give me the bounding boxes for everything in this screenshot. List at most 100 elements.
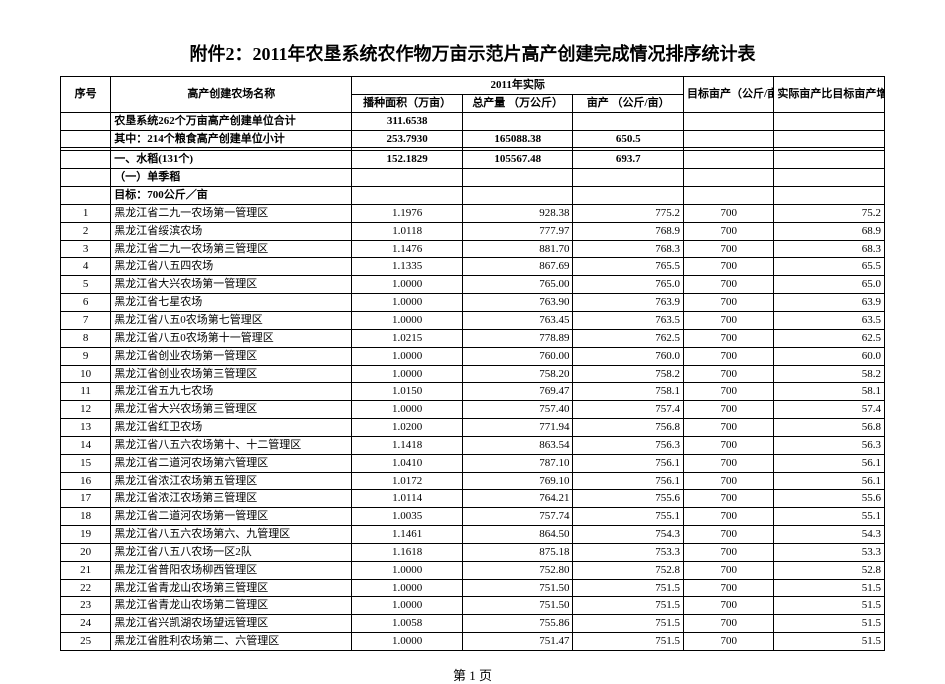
data-row: 9黑龙江省创业农场第一管理区1.0000760.00760.070060.0 — [61, 347, 885, 365]
cell-area: 1.0150 — [352, 383, 463, 401]
section-name: （一）单季稻 — [111, 169, 352, 187]
cell-name: 黑龙江省创业农场第三管理区 — [111, 365, 352, 383]
cell-total: 764.21 — [462, 490, 573, 508]
cell-area: 1.0058 — [352, 615, 463, 633]
cell-target: 700 — [683, 329, 773, 347]
cell-target: 700 — [683, 294, 773, 312]
cell-area: 1.0000 — [352, 347, 463, 365]
data-row: 18黑龙江省二道河农场第一管理区1.0035757.74755.170055.1 — [61, 508, 885, 526]
cell-diff: 53.3 — [774, 543, 885, 561]
cell-name: 黑龙江省浓江农场第三管理区 — [111, 490, 352, 508]
cell-seq: 23 — [61, 597, 111, 615]
cell-area: 1.0000 — [352, 561, 463, 579]
cell-area: 1.0410 — [352, 454, 463, 472]
cell-diff: 52.8 — [774, 561, 885, 579]
cell-diff: 58.1 — [774, 383, 885, 401]
cell-diff: 56.1 — [774, 472, 885, 490]
cell-area: 1.1618 — [352, 543, 463, 561]
data-row: 5黑龙江省大兴农场第一管理区1.0000765.00765.070065.0 — [61, 276, 885, 294]
page-title: 附件2：2011年农垦系统农作物万亩示范片高产创建完成情况排序统计表 — [60, 40, 885, 66]
cell-seq: 24 — [61, 615, 111, 633]
cell-diff: 55.1 — [774, 508, 885, 526]
cell-total: 881.70 — [462, 240, 573, 258]
cell-diff: 51.5 — [774, 597, 885, 615]
cell-total: 757.74 — [462, 508, 573, 526]
cell-total: 765.00 — [462, 276, 573, 294]
cell-target: 700 — [683, 561, 773, 579]
cell-name: 黑龙江省五九七农场 — [111, 383, 352, 401]
col-name-header: 高产创建农场名称 — [111, 77, 352, 113]
cell-diff: 56.8 — [774, 419, 885, 437]
cell-name: 黑龙江省大兴农场第一管理区 — [111, 276, 352, 294]
data-row: 8黑龙江省八五0农场第十一管理区1.0215778.89762.570062.5 — [61, 329, 885, 347]
summary-yield: 650.5 — [573, 130, 684, 148]
cell-name: 黑龙江省二九一农场第三管理区 — [111, 240, 352, 258]
cell-total: 763.45 — [462, 311, 573, 329]
cell-target: 700 — [683, 240, 773, 258]
cell-area: 1.1976 — [352, 204, 463, 222]
cell-target: 700 — [683, 222, 773, 240]
cell-yield: 768.9 — [573, 222, 684, 240]
cell-total: 763.90 — [462, 294, 573, 312]
cell-target: 700 — [683, 204, 773, 222]
cell-yield: 758.1 — [573, 383, 684, 401]
cell-total: 777.97 — [462, 222, 573, 240]
cell-area: 1.1418 — [352, 436, 463, 454]
cell-yield: 756.3 — [573, 436, 684, 454]
cell-area: 1.0000 — [352, 365, 463, 383]
cell-seq: 12 — [61, 401, 111, 419]
cell-target: 700 — [683, 311, 773, 329]
cell-seq: 3 — [61, 240, 111, 258]
cell-total: 875.18 — [462, 543, 573, 561]
summary-diff — [774, 130, 885, 148]
cell-name: 黑龙江省七星农场 — [111, 294, 352, 312]
summary-target — [683, 130, 773, 148]
cell-yield: 755.6 — [573, 490, 684, 508]
cell-diff: 51.5 — [774, 579, 885, 597]
summary-row: 其中：214个粮食高产创建单位小计253.7930165088.38650.5 — [61, 130, 885, 148]
data-row: 3黑龙江省二九一农场第三管理区1.1476881.70768.370068.3 — [61, 240, 885, 258]
cell-name: 黑龙江省八五六农场第十、十二管理区 — [111, 436, 352, 454]
section-row: 一、水稻(131个)152.1829105567.48693.7 — [61, 151, 885, 169]
cell-area: 1.0000 — [352, 579, 463, 597]
cell-target: 700 — [683, 258, 773, 276]
cell-area: 1.1335 — [352, 258, 463, 276]
data-row: 21黑龙江省普阳农场柳西管理区1.0000752.80752.870052.8 — [61, 561, 885, 579]
cell-target: 700 — [683, 472, 773, 490]
section-diff — [774, 169, 885, 187]
cell-target: 700 — [683, 543, 773, 561]
cell-seq: 16 — [61, 472, 111, 490]
cell-yield: 752.8 — [573, 561, 684, 579]
section-target — [683, 151, 773, 169]
cell-diff: 68.9 — [774, 222, 885, 240]
cell-diff: 60.0 — [774, 347, 885, 365]
cell-seq: 7 — [61, 311, 111, 329]
data-row: 19黑龙江省八五六农场第六、九管理区1.1461864.50754.370054… — [61, 526, 885, 544]
data-row: 22黑龙江省青龙山农场第三管理区1.0000751.50751.570051.5 — [61, 579, 885, 597]
cell-area: 1.0172 — [352, 472, 463, 490]
cell-total: 752.80 — [462, 561, 573, 579]
cell-diff: 75.2 — [774, 204, 885, 222]
cell-name: 黑龙江省胜利农场第二、六管理区 — [111, 633, 352, 651]
cell-name: 黑龙江省二九一农场第一管理区 — [111, 204, 352, 222]
cell-area: 1.0035 — [352, 508, 463, 526]
section-diff — [774, 151, 885, 169]
cell-area: 1.1461 — [352, 526, 463, 544]
data-row: 13黑龙江省红卫农场1.0200771.94756.870056.8 — [61, 419, 885, 437]
cell-diff: 63.5 — [774, 311, 885, 329]
section-area: 152.1829 — [352, 151, 463, 169]
cell-yield: 756.1 — [573, 472, 684, 490]
cell-yield: 762.5 — [573, 329, 684, 347]
cell-target: 700 — [683, 597, 773, 615]
cell-area: 1.0200 — [352, 419, 463, 437]
cell-total: 751.47 — [462, 633, 573, 651]
section-total — [462, 169, 573, 187]
cell-yield: 757.4 — [573, 401, 684, 419]
section-row: 目标：700公斤／亩 — [61, 187, 885, 205]
cell-total: 778.89 — [462, 329, 573, 347]
col-total-header: 总产量 （万公斤） — [462, 94, 573, 112]
section-yield — [573, 187, 684, 205]
data-row: 7黑龙江省八五0农场第七管理区1.0000763.45763.570063.5 — [61, 311, 885, 329]
cell-target: 700 — [683, 436, 773, 454]
summary-area: 253.7930 — [352, 130, 463, 148]
